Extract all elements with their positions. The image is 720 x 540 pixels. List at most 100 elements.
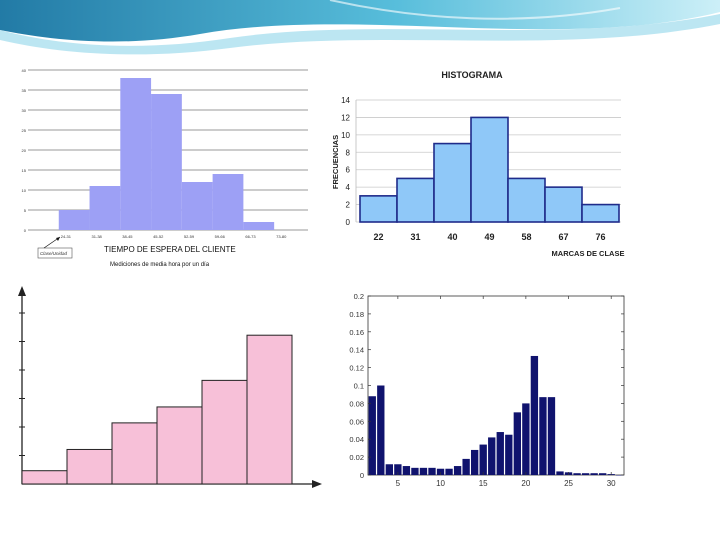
x-tick-label: 49 (484, 232, 494, 242)
x-tick-label: 20 (521, 479, 530, 488)
bar (419, 467, 428, 475)
bar (428, 467, 436, 475)
bar (21, 470, 68, 485)
bar (394, 464, 402, 475)
x-tick-label: 25 (564, 479, 573, 488)
chart-pink-histogram (14, 284, 324, 490)
bar (156, 406, 203, 485)
bar (590, 473, 598, 475)
x-tick-label: 59-66 (215, 234, 226, 239)
bar (181, 182, 213, 230)
y-tick-label: 0.12 (349, 364, 364, 373)
header-wave-line (329, 0, 621, 20)
y-tick-label: 14 (341, 96, 350, 105)
header-wave-light (0, 14, 720, 55)
x-axis-label: TIEMPO DE ESPERA DEL CLIENTE (104, 245, 236, 254)
bar (453, 466, 462, 475)
bar (616, 475, 624, 476)
bar (151, 94, 182, 230)
y-tick-label: 5 (24, 208, 27, 213)
y-tick-label: 40 (22, 68, 27, 73)
bar (544, 186, 583, 223)
x-tick-label: 76 (595, 232, 605, 242)
annotation-text: Clase/Unidad (40, 251, 68, 256)
chart-navy-histogram: 0 0.02 0.04 0.06 0.08 0.1 0.12 0.14 0.16 0.18 0.2 5… (334, 283, 658, 495)
y-tick-label: 0.08 (349, 399, 364, 408)
y-tick-label: 2 (346, 201, 351, 210)
x-axis-arrowhead (312, 480, 322, 488)
bar (556, 471, 564, 475)
bar (573, 473, 581, 475)
chart-waiting-time-svg: 0 5 10 15 20 25 30 35 40 24-31 31-38 38-45 45-52 52-5… (22, 68, 308, 268)
annotation-box (37, 247, 73, 259)
y-tick-label: 0.1 (354, 382, 364, 391)
x-tick-label: 22 (373, 232, 383, 242)
header-wave (0, 0, 720, 42)
chart-waiting-time: 0 5 10 15 20 25 30 35 40 24-31 31-38 38-45 45-52 52-5… (16, 64, 310, 270)
x-tick-label: 30 (607, 479, 616, 488)
x-tick-label: 10 (436, 479, 445, 488)
chart-title: HISTOGRAMA (441, 70, 503, 80)
plot-frame (367, 295, 625, 476)
bar (581, 203, 620, 223)
bar (462, 458, 470, 475)
y-axis-arrowhead (18, 286, 26, 296)
bar (246, 334, 293, 485)
y-tick-label: 0.2 (354, 292, 364, 301)
bar (530, 355, 539, 475)
y-tick-label: 0.14 (349, 346, 364, 355)
y-tick-label: 25 (22, 128, 27, 133)
x-tick-label: 38-45 (122, 234, 133, 239)
x-tick-label: 31-38 (92, 234, 103, 239)
y-tick-label: 8 (346, 148, 351, 157)
x-tick-label: 24-31 (61, 234, 72, 239)
y-tick-label: 35 (22, 88, 27, 93)
y-tick-label: 0.16 (349, 328, 364, 337)
y-tick-label: 0 (360, 471, 364, 480)
subtitle: Mediciones de media hora por un día (110, 262, 210, 268)
x-tick-label: 58 (521, 232, 531, 242)
bar (201, 379, 248, 485)
bar (385, 464, 394, 475)
y-axis-label: FRECUENCIAS (331, 135, 340, 189)
bar (507, 177, 546, 223)
y-tick-label: 0 (24, 228, 27, 233)
y-tick-label: 12 (341, 113, 350, 122)
x-tick-label: 45-52 (153, 234, 164, 239)
x-axis-label: MARCAS DE CLASE (552, 249, 625, 258)
bar (66, 448, 113, 485)
chart-histograma: 0 2 4 6 8 10 12 14 22 31 40 49 58 67 76 HISTOGRAMA MARCA… (326, 66, 626, 264)
bar (377, 385, 385, 475)
bar (212, 174, 244, 230)
bar (111, 422, 158, 485)
y-tick-label: 0.06 (349, 417, 364, 426)
bar (433, 142, 472, 223)
y-tick-label: 20 (22, 148, 27, 153)
bar (359, 195, 398, 223)
x-tick-label: 73-80 (276, 234, 287, 239)
bar (479, 444, 487, 475)
bar (470, 449, 479, 475)
annotation-arrowhead (56, 237, 60, 241)
chart-navy-histogram-svg: 0 0.02 0.04 0.06 0.08 0.1 0.12 0.14 0.16 0.18 0.2 5… (349, 292, 625, 488)
bar (513, 412, 522, 475)
y-tick-label: 0.02 (349, 453, 364, 462)
y-tick-label: 0.18 (349, 310, 364, 319)
bar (445, 468, 453, 475)
x-tick-label: 31 (410, 232, 420, 242)
bar (243, 222, 275, 230)
bar (436, 468, 445, 475)
bar (58, 210, 90, 230)
y-tick-label: 0 (346, 218, 351, 227)
y-tick-label: 10 (341, 131, 350, 140)
bar (547, 397, 556, 475)
x-tick-label: 67 (558, 232, 568, 242)
bar (368, 396, 376, 475)
bar (402, 466, 411, 475)
bar (411, 467, 419, 475)
bar (396, 177, 435, 223)
bar (488, 437, 496, 475)
bar (470, 116, 509, 223)
y-tick-label: 6 (346, 166, 351, 175)
bar (89, 186, 121, 230)
